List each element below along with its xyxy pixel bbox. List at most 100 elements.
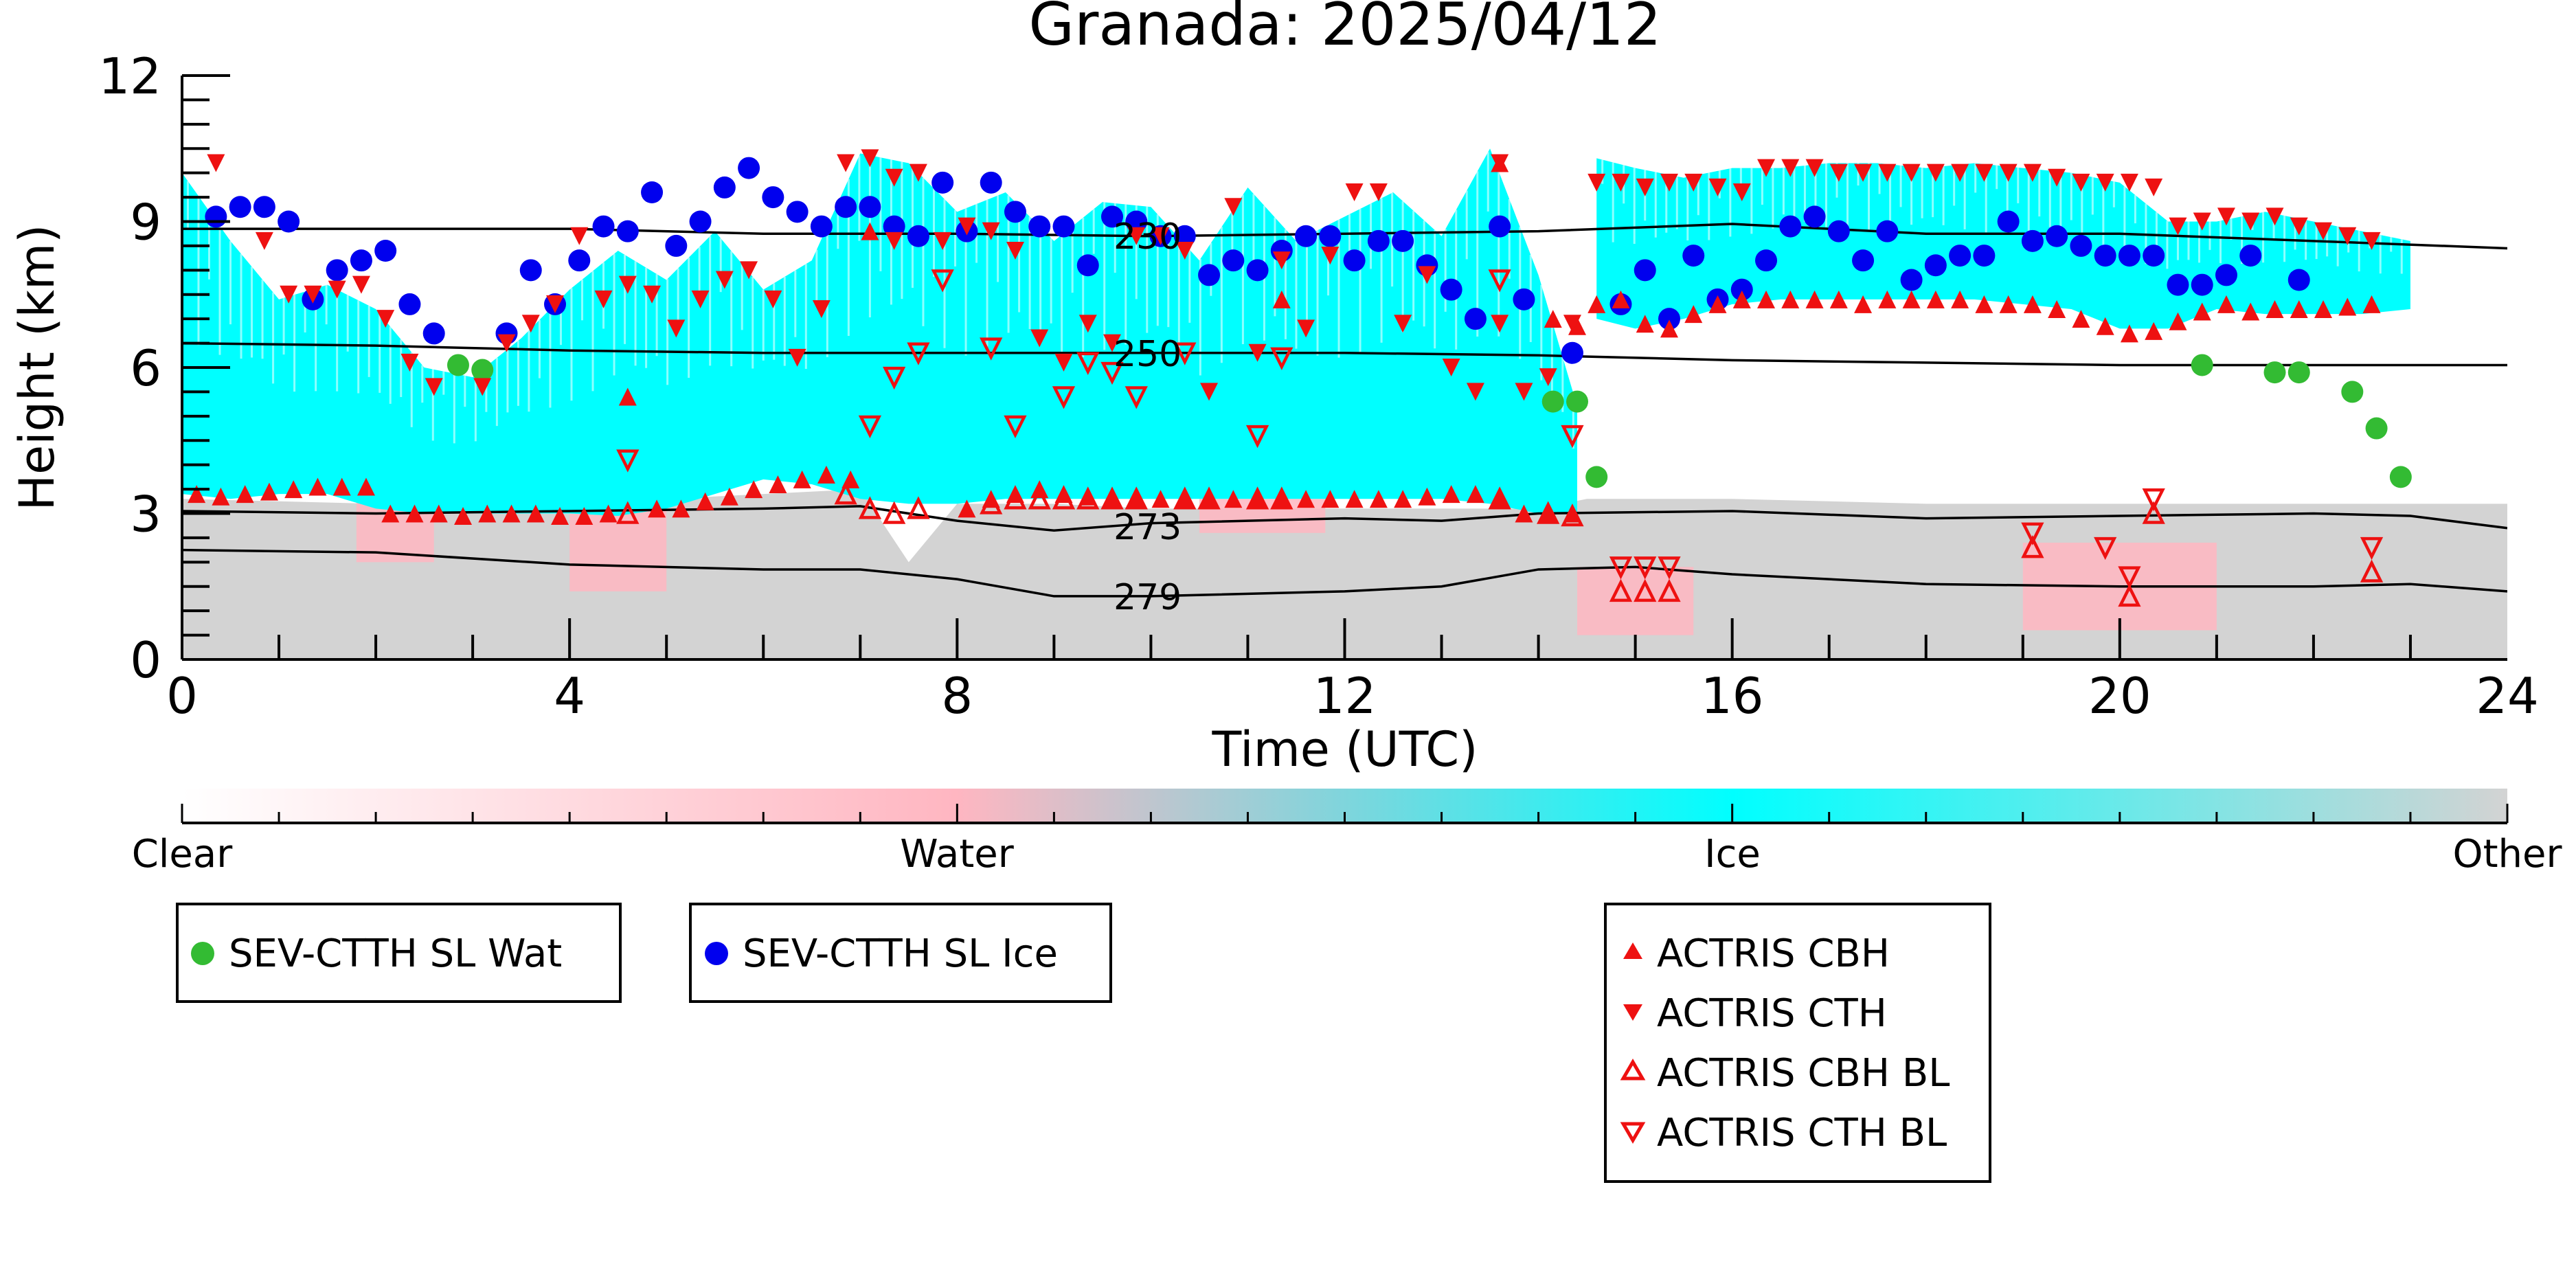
data-point (1224, 198, 1243, 216)
data-point (1757, 290, 1776, 308)
data-point (546, 295, 565, 313)
data-point (1321, 247, 1340, 265)
data-point (1684, 173, 1703, 192)
data-point (1006, 242, 1024, 260)
data-point (1224, 490, 1243, 508)
data-point (2193, 212, 2211, 231)
data-point (858, 415, 882, 439)
x-axis-label: Time (UTC) (1212, 721, 1478, 778)
data-point (1295, 225, 1318, 247)
data-point (1854, 295, 1873, 313)
data-point (1246, 259, 1269, 282)
data-point (1272, 290, 1291, 308)
data-point (1489, 215, 1511, 238)
data-point (1513, 288, 1535, 310)
data-point (188, 485, 206, 504)
data-point (931, 171, 954, 194)
data-point (2048, 300, 2066, 318)
data-point (1541, 390, 1564, 413)
data-point (2362, 295, 2381, 313)
data-point (2169, 217, 2187, 236)
data-point (1103, 334, 1121, 352)
data-point (357, 477, 375, 496)
data-point (2120, 324, 2138, 343)
data-point (1781, 290, 1800, 308)
data-point (422, 322, 445, 345)
data-point (1101, 205, 1123, 228)
isotherm-label: 230 (1114, 216, 1182, 258)
data-point (592, 215, 615, 238)
data-point (648, 499, 666, 518)
data-point (2191, 354, 2213, 376)
data-point (1418, 487, 1436, 506)
data-point (1612, 290, 1630, 308)
data-point (1028, 486, 1051, 510)
data-point (837, 154, 855, 172)
data-point (1781, 159, 1800, 177)
colorbar-label-other: Other (2452, 832, 2562, 877)
data-point (1732, 290, 1751, 308)
cloud-mask (182, 148, 2507, 659)
data-point (1200, 383, 1219, 401)
data-point (2023, 163, 2042, 182)
data-point (2266, 207, 2284, 226)
data-point (982, 222, 1000, 240)
data-point (2241, 302, 2260, 321)
data-point (1052, 386, 1076, 409)
data-point (810, 215, 833, 238)
data-point (1829, 163, 1848, 182)
data-point (1515, 383, 1533, 401)
data-point (812, 300, 831, 318)
data-point (1926, 290, 1945, 308)
data-point (1125, 210, 1148, 233)
data-point (738, 157, 760, 179)
legend-actris: ACTRIS CBH ACTRIS CTH ACTRIS CBH BL ACTR… (1604, 903, 1991, 1183)
data-point (1636, 315, 1654, 333)
data-point (1973, 245, 1996, 267)
data-point (2287, 361, 2310, 384)
data-point (2193, 302, 2211, 321)
data-point (1173, 486, 1197, 510)
data-point (497, 334, 516, 352)
data-point (1272, 490, 1291, 508)
data-point (1924, 254, 1947, 277)
isotherm-labels: 230 250 273 279 (1114, 216, 1182, 618)
data-point (207, 154, 225, 172)
y-tick-label: 9 (130, 194, 161, 251)
data-point (1684, 305, 1703, 324)
data-point (1561, 341, 1583, 364)
data-point (1829, 290, 1848, 308)
data-point (665, 234, 688, 257)
data-point (1270, 486, 1293, 510)
data-point (570, 227, 589, 245)
data-point (1392, 229, 1414, 252)
data-point (1561, 425, 1584, 449)
data-point (1515, 504, 1533, 523)
legend-sev-water: SEV-CTTH SL Wat (176, 903, 622, 1003)
y-axis-label: Height (km) (9, 225, 65, 511)
data-point (1539, 504, 1557, 523)
data-point (308, 477, 327, 496)
data-point (1949, 245, 1971, 267)
data-point (2191, 273, 2213, 296)
data-point (447, 354, 469, 376)
data-point (400, 353, 419, 372)
data-point (1125, 386, 1148, 409)
isotherm-line (182, 223, 2507, 250)
data-point (1076, 486, 1100, 510)
data-point (212, 487, 230, 506)
data-point (2118, 245, 2140, 267)
data-point (1052, 486, 1076, 510)
data-point (907, 225, 929, 247)
data-point (1634, 578, 1657, 602)
data-point (835, 196, 857, 218)
data-point (1272, 251, 1291, 270)
data-point (471, 359, 494, 381)
data-point (1585, 466, 1608, 488)
data-point (326, 259, 348, 282)
data-point (1488, 486, 1511, 510)
data-point (575, 507, 594, 526)
data-point (1052, 215, 1075, 238)
data-point (284, 480, 303, 499)
data-point (745, 480, 763, 499)
